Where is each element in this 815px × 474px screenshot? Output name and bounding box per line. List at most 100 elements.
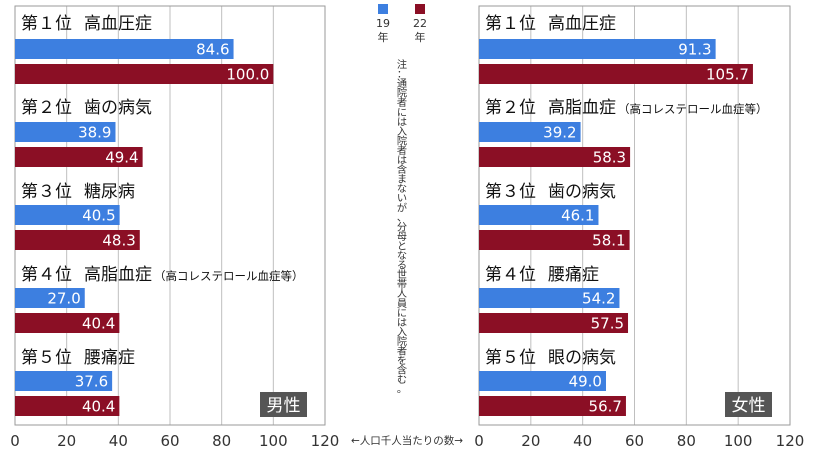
bar-value-label: 84.6 — [196, 41, 229, 59]
bar — [479, 230, 630, 250]
category-name: 高脂血症 — [548, 98, 616, 118]
footnote-char: 入 — [397, 126, 407, 138]
bar-value-label: 100.0 — [226, 66, 269, 84]
bar — [15, 288, 85, 308]
category-label: 第１位 高血圧症 — [485, 14, 616, 34]
footnote-char: に — [397, 307, 407, 319]
footnote-char: な — [397, 183, 407, 195]
footnote-char: 者 — [397, 145, 407, 157]
category-suffix: （高コレステロール血症等） — [618, 102, 768, 116]
footnote-char: な — [397, 250, 407, 262]
bar-value-label: 58.1 — [592, 232, 625, 250]
category-label: 第２位 歯の病気 — [21, 98, 152, 118]
x-tick-label: 0 — [10, 432, 20, 450]
bar — [479, 122, 581, 142]
x-tick-label: 60 — [625, 432, 644, 450]
legend-swatch — [415, 4, 425, 14]
footnote-char: 員 — [397, 298, 407, 310]
x-tick-label: 120 — [311, 432, 340, 450]
bar — [479, 147, 631, 167]
bar — [15, 64, 274, 84]
footnote-char: 帯 — [397, 278, 407, 291]
category-rank: 第５位 — [485, 348, 536, 368]
footnote-char: 。 — [397, 385, 407, 396]
footnote-char: 人 — [397, 288, 407, 300]
x-tick-label: 100 — [259, 432, 288, 450]
footnote: 注：通院者には入院者は含まないが、分母となる世帯人員には入院者を含む。 — [397, 58, 407, 396]
footnote-char: 注 — [397, 58, 407, 71]
footnote-char: 含 — [397, 364, 407, 377]
bar — [15, 313, 120, 333]
footnote-char: 者 — [397, 346, 407, 358]
footnote-char: は — [397, 116, 407, 128]
x-tick-label: 120 — [776, 432, 805, 450]
bar — [479, 64, 753, 84]
bar-value-label: 58.3 — [593, 149, 626, 167]
category-label: 第５位 眼の病気 — [485, 348, 616, 368]
bar — [479, 313, 629, 333]
bar — [15, 147, 143, 167]
bar-value-label: 40.4 — [82, 315, 115, 333]
footnote-char: い — [397, 194, 407, 205]
legend-label-unit: 年 — [415, 30, 426, 44]
bar-value-label: 48.3 — [102, 232, 135, 250]
bar — [479, 396, 626, 416]
category-label: 第４位 腰痛症 — [485, 265, 599, 285]
bar-value-label: 56.7 — [589, 398, 622, 416]
footnote-char: と — [397, 240, 407, 252]
x-tick-label: 40 — [109, 432, 128, 450]
category-rank: 第２位 — [485, 98, 536, 118]
bar-value-label: 91.3 — [678, 41, 711, 59]
legend-label-unit: 年 — [378, 30, 389, 44]
bar — [15, 371, 113, 391]
footnote-char: 母 — [397, 231, 407, 243]
footnote-char: ： — [397, 70, 407, 81]
footnote-char: 世 — [397, 269, 407, 281]
x-tick-label: 100 — [724, 432, 753, 450]
footnote-char: 院 — [397, 134, 407, 147]
bar — [479, 39, 716, 59]
category-rank: 第１位 — [21, 14, 72, 34]
footnote-char: 院 — [397, 87, 407, 100]
panel-label-box — [725, 392, 772, 417]
bar-value-label: 39.2 — [543, 124, 576, 142]
category-rank: 第１位 — [485, 14, 536, 34]
panel-label: 女性 — [732, 396, 766, 416]
legend-label: 22 — [413, 17, 427, 30]
legend-swatch — [378, 4, 388, 14]
footnote-char: 者 — [397, 97, 407, 109]
x-tick-label: 0 — [474, 432, 484, 450]
footnote-char: 含 — [397, 163, 407, 176]
category-rank: 第４位 — [21, 265, 72, 285]
category-name: 高血圧症 — [548, 14, 616, 34]
bar-value-label: 40.5 — [82, 207, 115, 225]
x-tick-label: 20 — [57, 432, 76, 450]
x-tick-label: 80 — [677, 432, 696, 450]
footnote-char: 分 — [397, 221, 407, 233]
bar-value-label: 57.5 — [591, 315, 624, 333]
axis-caption: ←人口千人当たりの数→ — [351, 434, 463, 447]
category-name: 歯の病気 — [84, 98, 152, 118]
footnote-char: に — [397, 107, 407, 119]
category-label: 第３位 糖尿病 — [21, 182, 135, 202]
footnote-char: ま — [397, 174, 407, 186]
category-name: 眼の病気 — [548, 348, 616, 368]
legend-label: 19 — [376, 17, 390, 30]
bar — [479, 288, 620, 308]
x-tick-label: 80 — [212, 432, 231, 450]
panel-label: 男性 — [267, 396, 301, 416]
category-label: 第１位 高血圧症 — [21, 14, 152, 34]
bar — [15, 396, 120, 416]
footnote-char: は — [397, 155, 407, 167]
bar-value-label: 49.4 — [105, 149, 138, 167]
bar — [15, 39, 234, 59]
category-rank: 第２位 — [21, 98, 72, 118]
bar-value-label: 40.4 — [82, 398, 115, 416]
footnote-char: 院 — [397, 335, 407, 348]
category-name: 高脂血症 — [84, 265, 152, 285]
bar — [479, 205, 599, 225]
footnote-char: 入 — [397, 326, 407, 338]
